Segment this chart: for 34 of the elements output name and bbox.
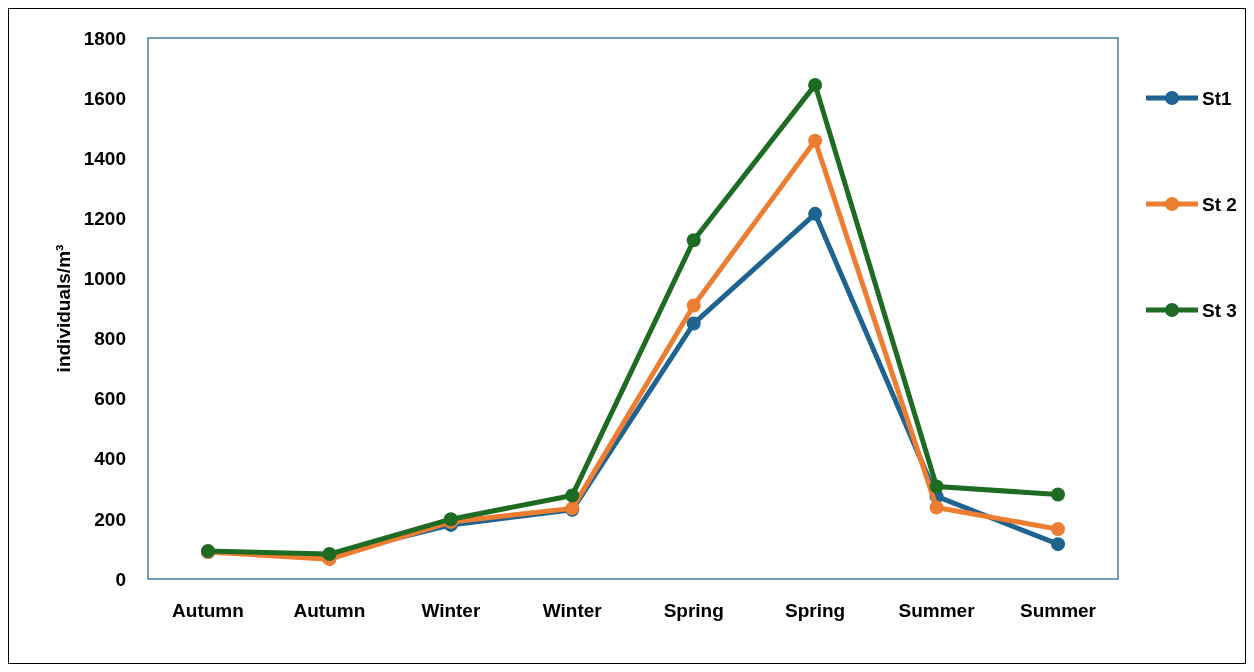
point xyxy=(808,206,823,221)
point xyxy=(808,133,823,148)
x-tick-label: Winter xyxy=(542,600,603,621)
point xyxy=(1051,522,1065,537)
point xyxy=(1051,487,1065,502)
y-tick-label: 600 xyxy=(94,388,126,410)
y-tick-label: 1800 xyxy=(83,27,126,49)
y-axis-title: individuals/m³ xyxy=(53,244,74,373)
point xyxy=(686,233,701,248)
point xyxy=(929,500,944,515)
point xyxy=(565,488,580,503)
x-tick-label: Spring xyxy=(785,600,846,621)
legend-label: St1 xyxy=(1202,87,1232,109)
x-tick-label: Autumn xyxy=(172,600,244,621)
x-tick-label: Summer xyxy=(898,600,976,621)
y-tick-label: 1600 xyxy=(83,87,126,109)
point xyxy=(808,77,823,92)
x-tick-label: Summer xyxy=(1019,600,1097,621)
x-tick-label: Winter xyxy=(421,600,481,621)
y-tick-label: 0 xyxy=(115,568,126,590)
y-tick-label: 800 xyxy=(94,328,126,350)
y-tick-label: 400 xyxy=(94,448,126,470)
point xyxy=(1051,537,1065,552)
y-tick-label: 1000 xyxy=(83,268,126,290)
x-tick-label: Spring xyxy=(663,600,724,621)
legend-label: St 3 xyxy=(1202,299,1237,321)
y-tick-label: 1200 xyxy=(83,207,126,229)
point xyxy=(686,316,701,331)
legend-label: St 2 xyxy=(1202,193,1237,215)
y-tick-label: 1400 xyxy=(83,147,126,169)
point xyxy=(929,479,944,494)
y-tick-label: 200 xyxy=(94,508,126,530)
point xyxy=(686,298,701,313)
x-tick-label: Autumn xyxy=(293,600,366,621)
